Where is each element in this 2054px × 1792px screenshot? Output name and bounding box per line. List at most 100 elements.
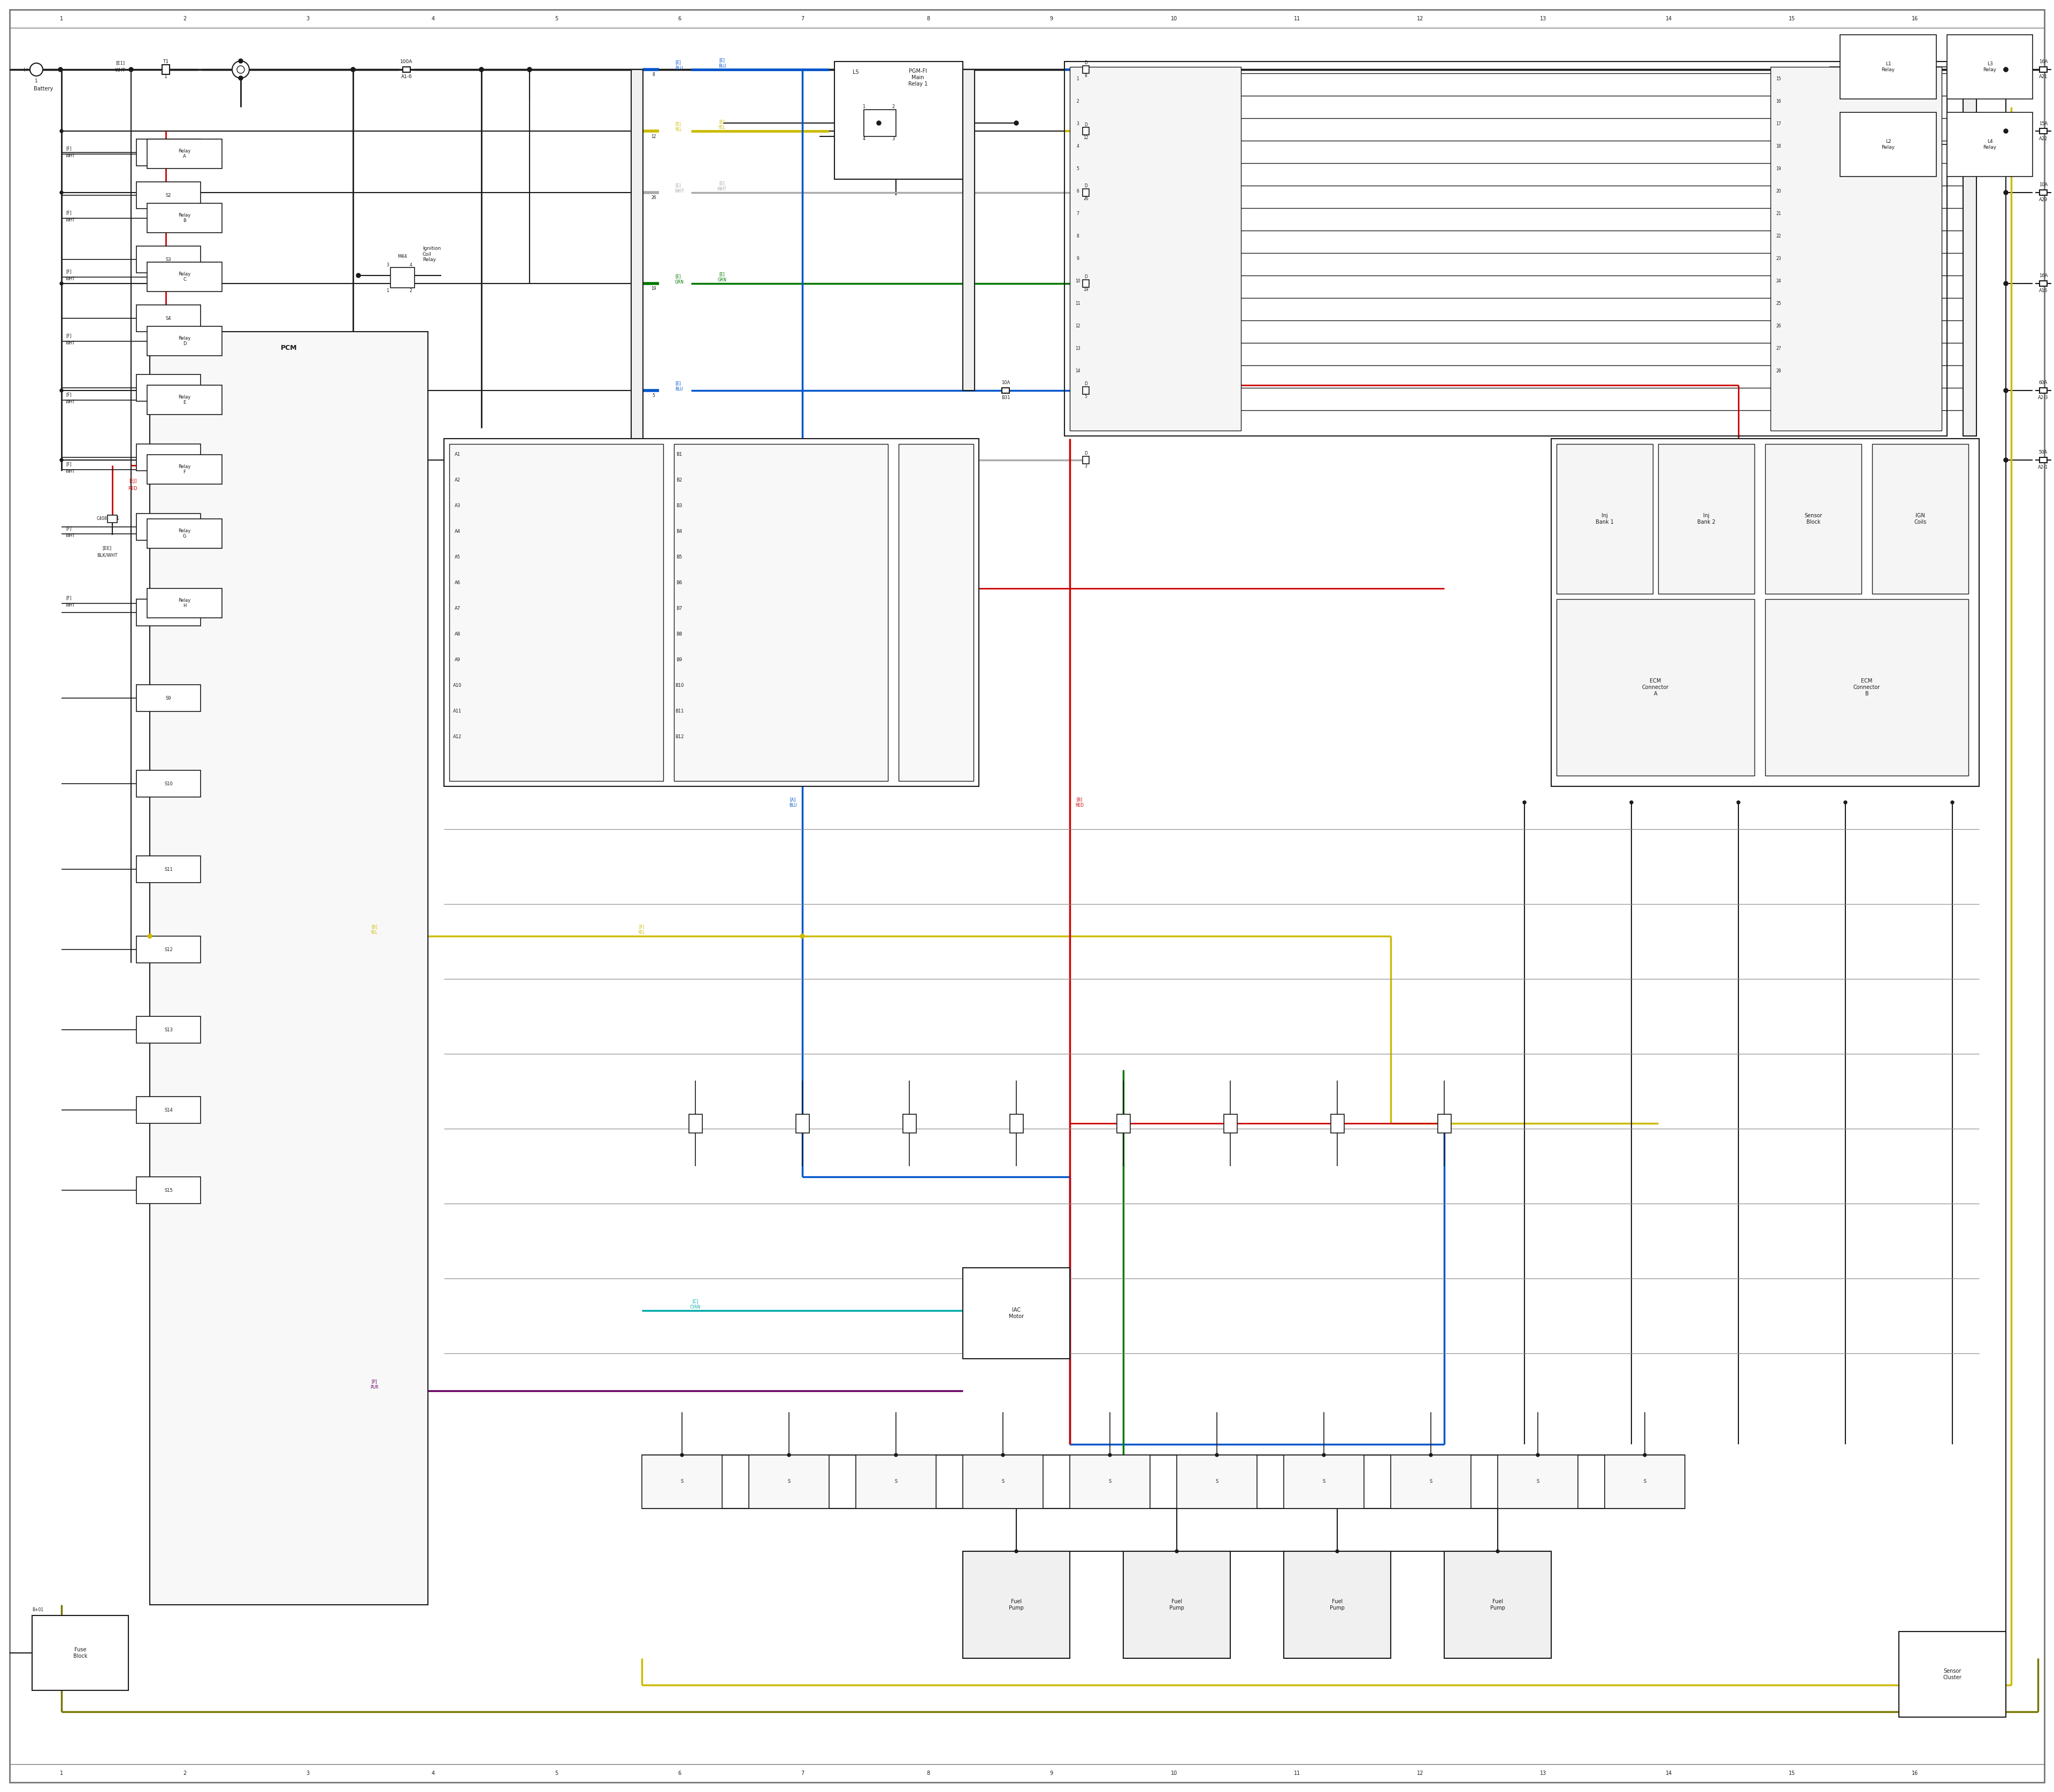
Text: 1: 1	[863, 104, 865, 109]
Bar	[963, 70, 974, 391]
Text: 3: 3	[386, 262, 388, 267]
Bar	[963, 1455, 1043, 1509]
Text: IAC
Motor: IAC Motor	[1009, 1308, 1023, 1319]
Bar	[750, 1455, 830, 1509]
Text: Inj
Bank 1: Inj Bank 1	[1596, 513, 1614, 525]
Bar	[1947, 113, 2033, 177]
Bar	[900, 444, 974, 781]
Text: Fuse
Block: Fuse Block	[74, 1647, 86, 1659]
Text: 19: 19	[651, 287, 655, 292]
Bar	[1070, 1455, 1150, 1509]
Circle shape	[1495, 1550, 1499, 1554]
Text: 8: 8	[653, 72, 655, 77]
Bar	[1840, 34, 1937, 99]
Text: S12: S12	[164, 948, 173, 952]
Bar	[148, 262, 222, 292]
Bar	[963, 1267, 1070, 1358]
Text: 16: 16	[1912, 16, 1918, 22]
Text: A1-6: A1-6	[401, 75, 413, 79]
Circle shape	[238, 59, 242, 63]
Text: [E]
GRN: [E] GRN	[717, 272, 727, 283]
Text: 6: 6	[678, 16, 682, 22]
Text: [F]: [F]	[66, 392, 72, 396]
Text: Fuel
Pump: Fuel Pump	[1169, 1598, 1185, 1611]
Text: S14: S14	[164, 1107, 173, 1113]
Text: 4: 4	[863, 136, 865, 142]
Bar	[1871, 444, 1968, 593]
Text: [F]: [F]	[66, 210, 72, 215]
Text: 10: 10	[1171, 1770, 1177, 1776]
Text: [B]
RED: [B] RED	[1074, 797, 1085, 808]
Text: 2: 2	[183, 16, 187, 22]
Text: S5: S5	[166, 385, 170, 391]
Text: [B]
YEL: [B] YEL	[372, 925, 378, 935]
Text: [E]
GRN: [E] GRN	[676, 274, 684, 285]
Text: 14: 14	[1666, 16, 1672, 22]
Circle shape	[236, 66, 244, 73]
Bar	[136, 514, 201, 539]
Text: S9: S9	[166, 695, 170, 701]
Text: 60A: 60A	[2040, 380, 2048, 385]
Bar	[1064, 61, 1947, 435]
Text: 16: 16	[1912, 1770, 1918, 1776]
Bar	[150, 332, 427, 1606]
Text: B31: B31	[1000, 396, 1011, 400]
Text: 8: 8	[1076, 233, 1078, 238]
Text: 20: 20	[1777, 188, 1781, 194]
Text: [F]: [F]	[66, 145, 72, 151]
Text: 19: 19	[1082, 287, 1089, 292]
Circle shape	[1951, 801, 1953, 805]
Text: Sensor
Cluster: Sensor Cluster	[1943, 1668, 1962, 1681]
Circle shape	[1175, 1550, 1179, 1554]
Bar	[2040, 281, 2048, 287]
Text: 5: 5	[1085, 394, 1087, 400]
Bar	[1082, 280, 1089, 287]
Text: 15: 15	[1789, 1770, 1795, 1776]
Text: [E1]: [E1]	[115, 61, 125, 66]
Bar	[136, 935, 201, 962]
Bar	[1224, 1115, 1237, 1133]
Circle shape	[801, 934, 805, 939]
Text: [E]
BLU: [E] BLU	[719, 57, 725, 68]
Bar	[1124, 1552, 1230, 1658]
Circle shape	[1643, 1453, 1647, 1457]
Bar	[1082, 387, 1089, 394]
Bar	[107, 514, 117, 523]
Bar	[136, 771, 201, 797]
Text: BLK/WHT: BLK/WHT	[97, 554, 117, 557]
Text: A8: A8	[454, 633, 460, 636]
Text: B10: B10	[676, 683, 684, 688]
Circle shape	[238, 75, 242, 81]
Text: 15A: 15A	[2040, 122, 2048, 125]
Text: 5: 5	[1076, 167, 1078, 170]
Circle shape	[2005, 129, 2009, 133]
Text: A21: A21	[2040, 75, 2048, 79]
Text: A6: A6	[454, 581, 460, 586]
Bar	[136, 375, 201, 401]
Bar	[2040, 457, 2048, 462]
Bar	[1002, 387, 1009, 392]
Text: ECM
Connector
B: ECM Connector B	[1853, 679, 1879, 697]
Text: S7: S7	[166, 525, 170, 529]
Text: 26: 26	[1777, 323, 1781, 328]
Text: 3: 3	[1085, 464, 1087, 470]
Text: 19: 19	[1777, 167, 1781, 170]
Text: B4: B4	[676, 529, 682, 534]
Text: PGM-FI
Main
Relay 1: PGM-FI Main Relay 1	[908, 68, 928, 86]
Text: PCM: PCM	[281, 344, 298, 351]
Circle shape	[1335, 1550, 1339, 1554]
Text: 18: 18	[1777, 143, 1781, 149]
Bar	[963, 1552, 1070, 1658]
Bar	[1082, 188, 1089, 197]
Circle shape	[893, 1453, 898, 1457]
Bar	[1082, 127, 1089, 134]
Text: 6: 6	[678, 1770, 682, 1776]
Text: B5: B5	[676, 556, 682, 559]
Bar	[450, 444, 663, 781]
Text: [E]
WHT: [E] WHT	[676, 450, 684, 461]
Text: A3: A3	[454, 504, 460, 509]
Bar	[1840, 113, 1937, 177]
Bar	[1771, 66, 1941, 430]
Circle shape	[1522, 801, 1526, 805]
Text: [C]
CYAN: [C] CYAN	[690, 1299, 700, 1310]
